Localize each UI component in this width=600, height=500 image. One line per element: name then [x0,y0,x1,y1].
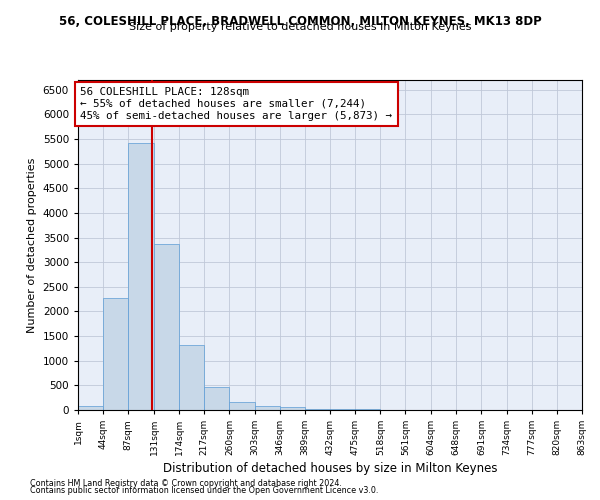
Bar [154,244,179,410]
Bar [78,406,103,410]
Bar [179,346,204,410]
Text: Contains public sector information licensed under the Open Government Licence v3: Contains public sector information licen… [30,486,379,495]
Bar [305,408,330,410]
X-axis label: Distribution of detached houses by size in Milton Keynes: Distribution of detached houses by size … [163,462,497,475]
Bar [204,386,229,410]
Bar [330,409,355,410]
Text: Size of property relative to detached houses in Milton Keynes: Size of property relative to detached ho… [129,22,471,32]
Bar [254,406,280,410]
Bar [229,402,254,410]
Y-axis label: Number of detached properties: Number of detached properties [27,158,37,332]
Text: 56 COLESHILL PLACE: 128sqm
← 55% of detached houses are smaller (7,244)
45% of s: 56 COLESHILL PLACE: 128sqm ← 55% of deta… [80,88,392,120]
Bar [280,408,305,410]
Bar [128,142,154,410]
Text: 56, COLESHILL PLACE, BRADWELL COMMON, MILTON KEYNES, MK13 8DP: 56, COLESHILL PLACE, BRADWELL COMMON, MI… [59,15,541,28]
Text: Contains HM Land Registry data © Crown copyright and database right 2024.: Contains HM Land Registry data © Crown c… [30,478,342,488]
Bar [103,298,128,410]
